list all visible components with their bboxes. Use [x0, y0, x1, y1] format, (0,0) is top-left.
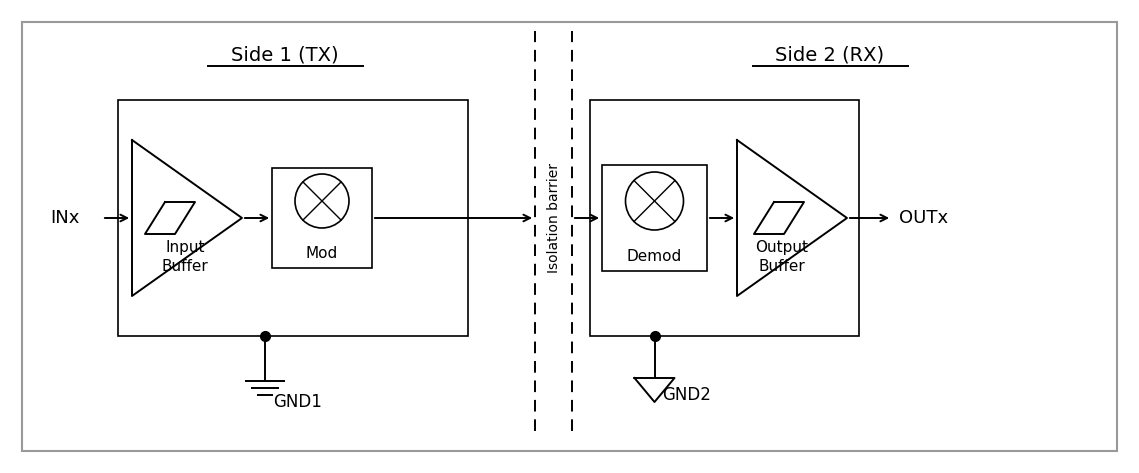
Bar [118, 100, 468, 336]
Text: Demod: Demod [626, 249, 682, 264]
Bar [272, 168, 372, 268]
Text: Side 2 (RX): Side 2 (RX) [776, 45, 885, 64]
Text: INx: INx [50, 209, 80, 227]
Bar [590, 100, 859, 336]
Text: Input
Buffer: Input Buffer [162, 240, 208, 273]
Text: GND2: GND2 [663, 386, 712, 404]
Bar [603, 166, 707, 271]
Ellipse shape [625, 172, 683, 230]
Text: OUTx: OUTx [899, 209, 948, 227]
Text: Output
Buffer: Output Buffer [755, 240, 809, 273]
Text: Side 1 (TX): Side 1 (TX) [231, 45, 338, 64]
Text: Mod: Mod [306, 246, 338, 262]
Ellipse shape [295, 174, 349, 228]
Text: GND1: GND1 [273, 393, 322, 411]
Text: Isolation barrier: Isolation barrier [547, 163, 560, 273]
